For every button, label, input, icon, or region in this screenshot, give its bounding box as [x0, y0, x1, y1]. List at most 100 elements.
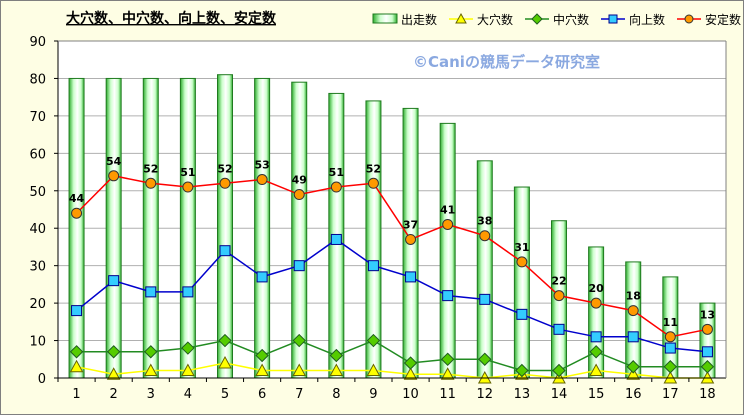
- x-tick-label-5: 5: [221, 387, 229, 402]
- y-tick-label-80: 80: [29, 72, 46, 87]
- marker-中穴数-3: [144, 345, 158, 359]
- marker-安定数-9: [367, 177, 379, 189]
- marker-中穴数-13: [515, 363, 529, 378]
- data-label-安定数-2: 54: [106, 155, 122, 168]
- x-tick-label-15: 15: [588, 387, 605, 402]
- marker-向上数-10: [405, 271, 417, 283]
- marker-向上数-1: [71, 305, 83, 317]
- marker-安定数-13: [516, 256, 528, 268]
- data-label-安定数-5: 52: [217, 162, 232, 175]
- data-label-安定数-13: 31: [514, 241, 529, 254]
- data-label-安定数-15: 20: [588, 282, 604, 295]
- legend-marker-向上数: [608, 14, 618, 24]
- bar-2: [105, 77, 122, 379]
- x-tick-label-18: 18: [699, 387, 716, 402]
- series-line-中穴数: [76, 339, 708, 372]
- marker-向上数-15: [590, 331, 602, 343]
- marker-安定数-10: [405, 233, 417, 245]
- data-label-安定数-6: 53: [254, 159, 269, 172]
- bar-11: [439, 122, 456, 379]
- bar-6: [254, 77, 271, 379]
- series-line-向上数: [76, 238, 708, 353]
- bar-3: [142, 77, 159, 379]
- legend-swatch-出走数: [372, 13, 398, 24]
- marker-中穴数-18: [700, 360, 715, 374]
- data-label-安定数-1: 44: [69, 192, 85, 205]
- marker-安定数-12: [479, 230, 491, 242]
- data-labels: 44 54 52 51 52 53 49 51 52 37 41 38 31 22 20 18 11 13: [69, 155, 715, 329]
- data-label-安定数-9: 52: [366, 162, 381, 175]
- data-label-安定数-3: 52: [143, 162, 158, 175]
- marker-向上数-17: [664, 342, 676, 354]
- x-tick-label-14: 14: [551, 387, 568, 402]
- marker-大穴数-10: [403, 367, 418, 380]
- legend-marker-大穴数: [455, 12, 467, 24]
- x-tick-label-6: 6: [258, 387, 266, 402]
- marker-大穴数-5: [218, 355, 232, 369]
- marker-大穴数-16: [626, 367, 641, 380]
- marker-向上数-4: [182, 286, 194, 298]
- marker-向上数-14: [553, 323, 565, 335]
- data-label-安定数-11: 41: [440, 203, 455, 216]
- bar-4: [179, 77, 196, 379]
- y-tick-label-90: 90: [29, 35, 46, 50]
- marker-安定数-17: [664, 331, 676, 343]
- x-tick-label-4: 4: [184, 387, 192, 402]
- y-tick-label-0: 0: [38, 372, 46, 387]
- marker-中穴数-16: [626, 360, 640, 374]
- marker-中穴数-17: [663, 360, 678, 374]
- marker-安定数-3: [145, 177, 157, 189]
- y-tick-label-50: 50: [29, 185, 46, 200]
- data-label-安定数-16: 18: [626, 290, 641, 303]
- marker-中穴数-15: [589, 345, 603, 359]
- x-tick-label-3: 3: [147, 387, 155, 402]
- marker-大穴数-4: [181, 363, 195, 377]
- x-tick-label-1: 1: [72, 387, 80, 402]
- marker-向上数-13: [516, 308, 528, 320]
- legend: 出走数 大穴数 中穴数 向上数 安定数: [369, 9, 741, 29]
- y-tick-label-20: 20: [29, 297, 46, 312]
- marker-安定数-2: [108, 170, 120, 182]
- marker-向上数-8: [330, 233, 342, 245]
- bar-series: [68, 74, 716, 379]
- marker-安定数-4: [182, 181, 194, 193]
- data-label-安定数-17: 11: [663, 316, 678, 329]
- legend-label-安定数: 安定数: [705, 12, 741, 27]
- marker-大穴数-1: [69, 359, 84, 373]
- legend-label-出走数: 出走数: [401, 12, 437, 27]
- line-series: [69, 170, 715, 384]
- y-tick-label-40: 40: [29, 222, 46, 237]
- marker-中穴数-5: [218, 333, 232, 348]
- x-tick-label-11: 11: [439, 387, 456, 402]
- legend-label-大穴数: 大穴数: [477, 12, 513, 27]
- marker-中穴数-14: [552, 363, 566, 378]
- data-label-安定数-14: 22: [551, 275, 566, 288]
- y-tick-label-70: 70: [29, 110, 46, 125]
- marker-大穴数-15: [589, 363, 603, 377]
- marker-向上数-9: [367, 260, 379, 272]
- marker-向上数-11: [442, 290, 454, 302]
- x-tick-label-16: 16: [625, 387, 642, 402]
- bar-5: [217, 74, 233, 379]
- marker-中穴数-8: [329, 348, 344, 363]
- x-tick-label-17: 17: [662, 387, 679, 402]
- x-tick-label-7: 7: [295, 387, 303, 402]
- chart-title: 大穴数、中穴数、向上数、安定数: [66, 10, 277, 27]
- data-label-安定数-4: 51: [180, 166, 195, 179]
- marker-向上数-5: [219, 245, 231, 257]
- data-label-安定数-10: 37: [403, 218, 418, 231]
- marker-大穴数-6: [255, 363, 269, 377]
- marker-中穴数-6: [255, 348, 269, 363]
- bar-7: [291, 81, 308, 379]
- legend-marker-安定数: [684, 14, 694, 24]
- marker-向上数-2: [108, 275, 120, 287]
- marker-大穴数-8: [329, 363, 344, 377]
- marker-向上数-18: [701, 346, 713, 358]
- marker-安定数-5: [219, 177, 231, 189]
- marker-中穴数-7: [292, 333, 306, 348]
- marker-向上数-3: [145, 286, 157, 298]
- legend-label-向上数: 向上数: [629, 12, 665, 27]
- marker-向上数-12: [479, 293, 491, 305]
